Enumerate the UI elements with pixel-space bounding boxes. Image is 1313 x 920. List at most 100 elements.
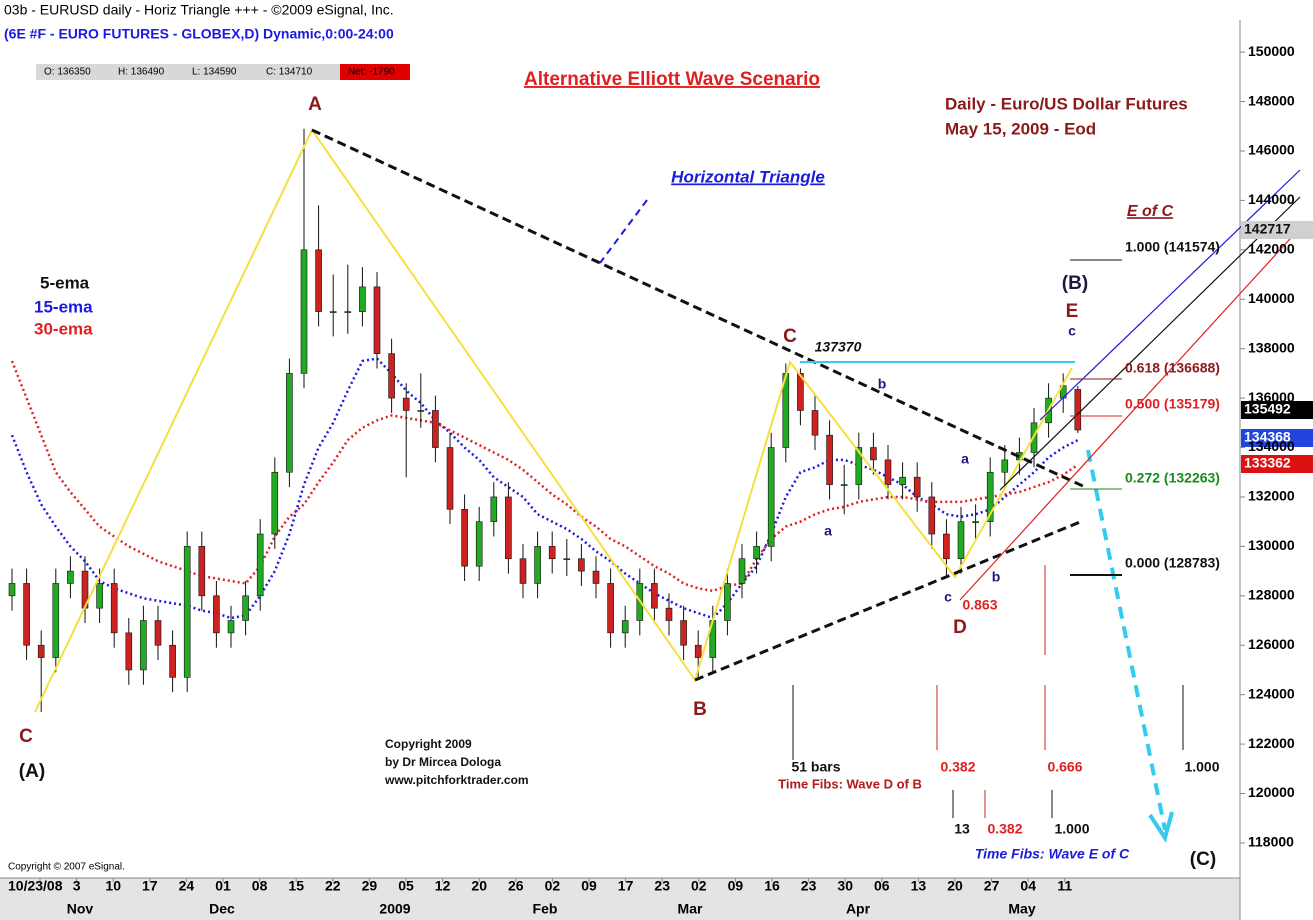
annotation: a (824, 523, 832, 539)
candle-body (1001, 459, 1009, 473)
month-label: Feb (533, 901, 558, 917)
candle-body (913, 476, 921, 498)
pointer-arrow (599, 199, 648, 264)
candle-body (870, 447, 877, 461)
annotation: b (992, 569, 1001, 585)
candle-body (432, 410, 439, 448)
y-tick-label: 130000 (1248, 537, 1295, 553)
projection-arrow (1086, 449, 1167, 831)
x-tick-label: 08 (252, 878, 268, 894)
candle-body (96, 583, 103, 609)
candle-body (519, 558, 527, 584)
annotation: A (308, 94, 322, 115)
candle-body (928, 496, 936, 535)
candle-body (8, 583, 16, 597)
candle-body (607, 583, 614, 634)
channel-line (1039, 169, 1301, 421)
annotation: c (944, 589, 952, 605)
candle-body (183, 546, 191, 678)
candle-body (198, 546, 206, 597)
price-box-label: 134368 (1244, 429, 1291, 445)
annotation: 51 bars (791, 759, 840, 775)
annotation: a (961, 451, 969, 467)
price-box-label: 135492 (1244, 401, 1291, 417)
candle-body (286, 373, 293, 473)
x-tick-label: 09 (581, 878, 597, 894)
y-tick-label: 136000 (1248, 389, 1295, 405)
candle-body (1074, 389, 1082, 431)
y-tick-label: 142000 (1248, 241, 1295, 257)
x-tick-label: 24 (179, 878, 195, 894)
candle-body (884, 459, 892, 485)
x-tick-label: 10/23/08 (8, 878, 63, 894)
y-tick-label: 118000 (1248, 834, 1294, 850)
x-tick-label: 06 (874, 878, 890, 894)
channel-line (999, 196, 1301, 491)
fib-label: 0.500 (135179) (1125, 396, 1220, 412)
x-tick-label: 01 (215, 878, 231, 894)
price-box-label: 133362 (1244, 455, 1291, 471)
candle-body (461, 509, 468, 567)
candle-body (592, 570, 600, 584)
fib-label: 1.000 (141574) (1125, 239, 1220, 255)
fib-label: 0.000 (128783) (1125, 555, 1220, 571)
candle-body (738, 558, 746, 584)
price-box (1241, 221, 1313, 239)
x-tick-label: 16 (764, 878, 780, 894)
annotation: B (693, 699, 707, 720)
annotation: E of C (1127, 203, 1174, 220)
legend-entry: 15-ema (34, 297, 93, 316)
candle-body (855, 447, 863, 485)
y-tick-label: 124000 (1248, 685, 1295, 701)
quote-high: H: 136490 (118, 67, 165, 78)
annotation: c (1068, 323, 1076, 339)
y-tick-label: 150000 (1248, 43, 1295, 59)
y-tick-label: 144000 (1248, 191, 1295, 207)
candle-body (972, 521, 979, 523)
candle-body (680, 620, 687, 646)
quote-open: O: 136350 (44, 67, 91, 78)
candle-body (227, 620, 235, 634)
candle-body (67, 570, 74, 584)
copyright: Copyright © 2007 eSignal. (8, 862, 125, 873)
x-tick-label: 10 (105, 878, 121, 894)
annotation: b (878, 376, 887, 392)
candle-body (344, 311, 352, 313)
y-tick-label: 132000 (1248, 488, 1295, 504)
x-tick-label: 13 (911, 878, 927, 894)
x-tick-label: 11 (1057, 878, 1072, 894)
price-box (1241, 429, 1313, 447)
candle-body (154, 620, 162, 646)
net-box (340, 64, 410, 80)
copyright: www.pitchforktrader.com (384, 773, 529, 787)
y-tick-label: 138000 (1248, 339, 1295, 355)
candle-body (797, 373, 804, 411)
candle-body (373, 286, 381, 354)
candle-body (899, 476, 906, 485)
annotation: 0.666 (1047, 759, 1082, 775)
candle-body (140, 620, 147, 671)
candle-body (475, 521, 483, 567)
x-tick-label: 09 (728, 878, 744, 894)
candle-body (986, 471, 994, 522)
candle-body (388, 353, 395, 399)
x-tick-label: 23 (801, 878, 817, 894)
x-tick-label: 29 (362, 878, 378, 894)
y-tick-label: 146000 (1248, 142, 1295, 158)
candle-body (242, 595, 249, 621)
candle-body (811, 410, 819, 436)
x-tick-label: 22 (325, 878, 341, 894)
annotation: Time Fibs: Wave E of C (975, 846, 1130, 862)
month-label: Apr (846, 901, 871, 917)
candle-body (665, 607, 673, 621)
candle-body (315, 249, 322, 312)
candle-body (23, 583, 30, 646)
candle-body (578, 558, 585, 572)
x-tick-label: 17 (142, 878, 158, 894)
candle-body (37, 644, 45, 658)
subtitle: Daily - Euro/US Dollar Futures (945, 94, 1188, 113)
candle-body (548, 546, 556, 560)
candle-body (753, 546, 760, 560)
channel-line (959, 227, 1301, 601)
header: 03b - EURUSD daily - Horiz Triangle +++ … (4, 2, 394, 18)
